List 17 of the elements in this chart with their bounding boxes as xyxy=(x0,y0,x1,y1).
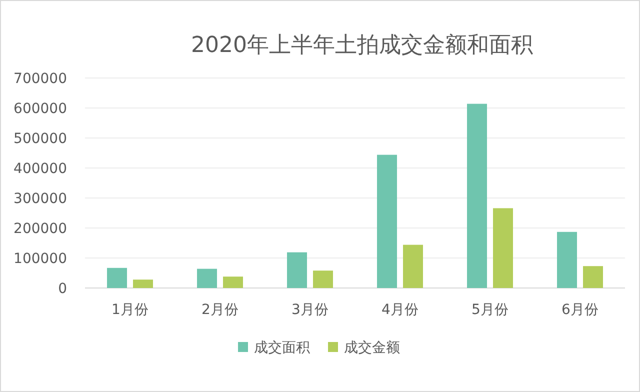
y-tick-label: 0 xyxy=(58,281,67,297)
x-tick-label: 1月份 xyxy=(112,302,148,318)
y-tick-label: 300000 xyxy=(14,191,67,207)
x-tick-label: 2月份 xyxy=(202,302,238,318)
x-tick-label: 6月份 xyxy=(562,302,598,318)
y-tick-label: 500000 xyxy=(14,131,67,147)
y-tick-label: 400000 xyxy=(14,161,67,177)
legend-label: 成交面积 xyxy=(254,340,310,356)
chart-title: 2020年上半年土拍成交金额和面积 xyxy=(191,33,533,58)
y-tick-label: 200000 xyxy=(14,221,67,237)
y-tick-label: 100000 xyxy=(14,251,67,267)
y-tick-label: 700000 xyxy=(14,71,67,87)
x-tick-label: 5月份 xyxy=(472,302,508,318)
x-tick-label: 4月份 xyxy=(382,302,418,318)
legend-label: 成交金额 xyxy=(344,340,400,356)
x-tick-label: 3月份 xyxy=(292,302,328,318)
y-tick-label: 600000 xyxy=(14,101,67,117)
